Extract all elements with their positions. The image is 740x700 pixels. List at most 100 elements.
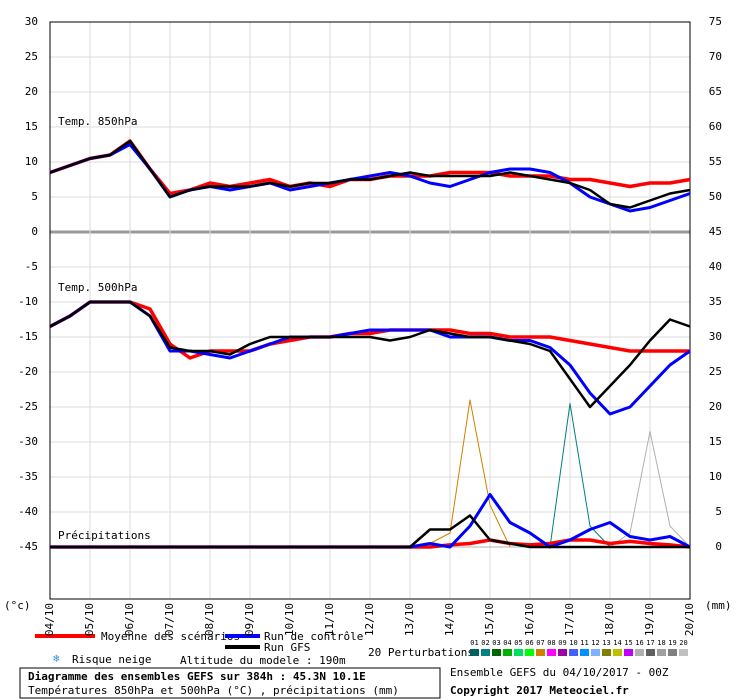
series-line	[49, 139, 691, 209]
y-tick-label: 30	[25, 15, 38, 28]
y2-tick-label: 45	[709, 225, 722, 238]
perturbation-id: 05	[514, 639, 522, 647]
altitude: Altitude du modele : 190m	[180, 654, 346, 667]
x-tick-label: 08/10	[203, 603, 216, 636]
perturbation-swatch	[591, 649, 600, 656]
y-tick-label: -25	[18, 400, 38, 413]
y2-tick-label: 0	[715, 540, 722, 553]
y-tick-label: -35	[18, 470, 38, 483]
y2-tick-label: 50	[709, 190, 722, 203]
copyright: Copyright 2017 Meteociel.fr	[450, 684, 629, 697]
legend-label: Run de contrôle	[264, 630, 363, 643]
perturbation-id: 14	[613, 639, 621, 647]
panel-label: Précipitations	[58, 529, 151, 542]
y-tick-label: 5	[31, 190, 38, 203]
x-tick-label: 05/10	[83, 603, 96, 636]
perturbation-swatch	[635, 649, 644, 656]
y2-tick-label: 75	[709, 15, 722, 28]
perturbation-id: 07	[536, 639, 544, 647]
subtitle: Températures 850hPa et 500hPa (°C) , pré…	[28, 684, 399, 697]
y-tick-label: -15	[18, 330, 38, 343]
y2-tick-label: 15	[709, 435, 722, 448]
y-tick-label: -20	[18, 365, 38, 378]
perturbation-id: 18	[657, 639, 665, 647]
y2-tick-label: 70	[709, 50, 722, 63]
x-tick-label: 17/10	[563, 603, 576, 636]
y2-tick-label: 30	[709, 330, 722, 343]
perturbation-swatch	[580, 649, 589, 656]
perturbation-id: 10	[569, 639, 577, 647]
y2-tick-label: 40	[709, 260, 722, 273]
y2-tick-label: 25	[709, 365, 722, 378]
perturbation-swatch	[514, 649, 523, 656]
perturbation-id: 15	[624, 639, 632, 647]
x-tick-label: 19/10	[643, 603, 656, 636]
x-tick-label: 04/10	[43, 603, 56, 636]
x-tick-label: 11/10	[323, 603, 336, 636]
perturbation-id: 06	[525, 639, 533, 647]
x-tick-label: 13/10	[403, 603, 416, 636]
y-tick-label: 10	[25, 155, 38, 168]
perturbation-swatch	[624, 649, 633, 656]
perturbation-id: 20	[679, 639, 687, 647]
y-tick-label: -10	[18, 295, 38, 308]
x-tick-label: 15/10	[483, 603, 496, 636]
perturbation-id: 17	[646, 639, 654, 647]
perturbation-swatch	[668, 649, 677, 656]
x-tick-label: 18/10	[603, 603, 616, 636]
perturbation-id: 04	[503, 639, 511, 647]
x-tick-label: 06/10	[123, 603, 136, 636]
y2-tick-label: 35	[709, 295, 722, 308]
perturbation-id: 03	[492, 639, 500, 647]
snow-icon: ❄	[53, 652, 60, 665]
perturbations-label: 20 Perturbations	[368, 646, 474, 659]
x-tick-label: 10/10	[283, 603, 296, 636]
y-tick-label: 25	[25, 50, 38, 63]
y2-tick-label: 65	[709, 85, 722, 98]
x-tick-label: 20/10	[683, 603, 696, 636]
perturbation-swatch	[525, 649, 534, 656]
perturbation-id: 09	[558, 639, 566, 647]
perturbation-id: 19	[668, 639, 676, 647]
y2-tick-label: 60	[709, 120, 722, 133]
y-tick-label: -45	[18, 540, 38, 553]
x-tick-label: 09/10	[243, 603, 256, 636]
perturbation-legend: 01 02 03 04 05 06 07 08 09 10 11 12 13 14 15 16 17 18 19 20	[470, 639, 688, 656]
perturbation-swatch	[646, 649, 655, 656]
series-line	[50, 514, 690, 549]
x-tick-label: 14/10	[443, 603, 456, 636]
perturbation-swatch	[569, 649, 578, 656]
perturbation-swatch	[492, 649, 501, 656]
x-tick-label: 12/10	[363, 603, 376, 636]
y-tick-label: -5	[25, 260, 38, 273]
y2-tick-label: 10	[709, 470, 722, 483]
y-unit: (°c)	[4, 599, 31, 612]
perturbation-id: 13	[602, 639, 610, 647]
perturbation-id: 11	[580, 639, 588, 647]
perturbation-swatch	[547, 649, 556, 656]
snow-label: Risque neige	[72, 653, 151, 666]
y-tick-label: 20	[25, 85, 38, 98]
perturbation-swatch	[470, 649, 479, 656]
perturbation-id: 16	[635, 639, 643, 647]
y-tick-label: 0	[31, 225, 38, 238]
title-box	[19, 667, 441, 699]
perturbation-id: 01	[470, 639, 478, 647]
perturbation-swatch	[657, 649, 666, 656]
legend-label: Moyenne des scénarios	[101, 630, 240, 643]
perturbation-id: 12	[591, 639, 599, 647]
y2-tick-label: 55	[709, 155, 722, 168]
title: Diagramme des ensembles GEFS sur 384h : …	[28, 670, 366, 683]
legend-label: Run GFS	[264, 641, 310, 654]
x-tick-label: 07/10	[163, 603, 176, 636]
perturbation-swatch	[613, 649, 622, 656]
perturbation-swatch	[602, 649, 611, 656]
x-tick-label: 16/10	[523, 603, 536, 636]
perturbation-swatch	[558, 649, 567, 656]
y2-tick-label: 20	[709, 400, 722, 413]
y-tick-label: 15	[25, 120, 38, 133]
perturbation-swatch	[481, 649, 490, 656]
panel-label: Temp. 500hPa	[58, 281, 137, 294]
perturbation-swatch	[536, 649, 545, 656]
perturbation-swatch	[679, 649, 688, 656]
